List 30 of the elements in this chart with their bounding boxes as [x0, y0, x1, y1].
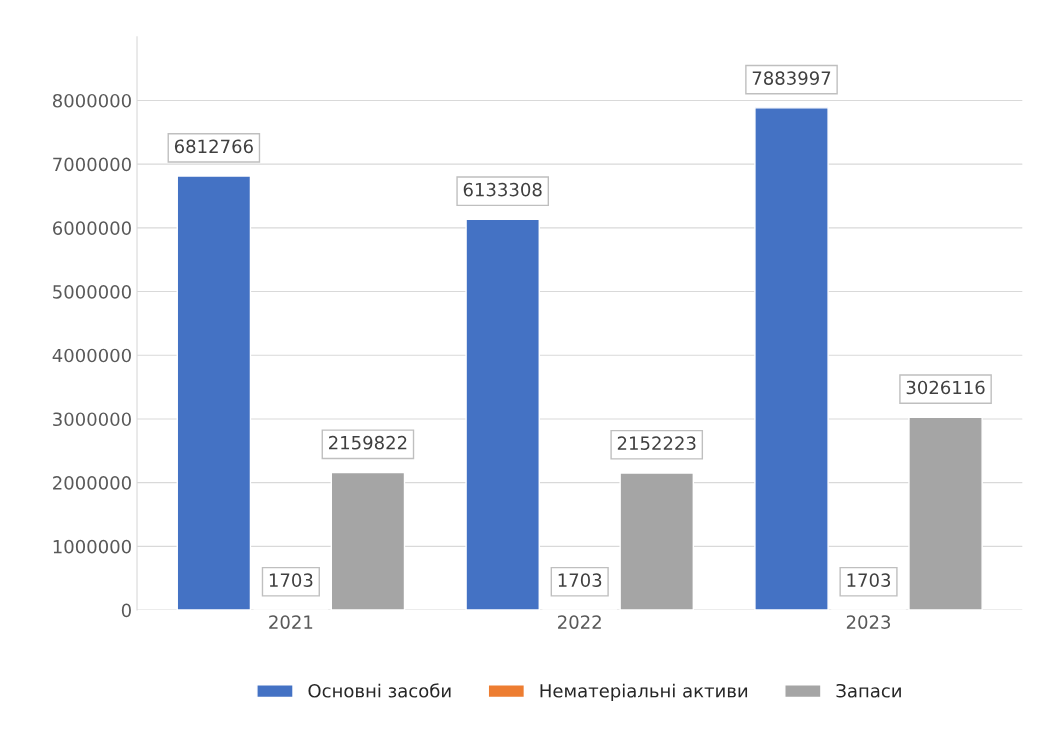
legend-label: Запаси: [836, 683, 901, 698]
data-label: 7883997: [752, 71, 831, 85]
legend-label: Основні засоби: [308, 683, 451, 698]
bar: [908, 416, 983, 611]
y-tick-label: 0: [121, 603, 131, 618]
data-label: 1703: [558, 573, 602, 587]
y-tick-label: 6000000: [53, 221, 131, 235]
x-tick-label: 2022: [558, 615, 601, 629]
bar: [619, 472, 695, 611]
data-label: 3026116: [906, 380, 985, 395]
legend-label: Нематеріальні активи: [540, 683, 748, 702]
bar: [330, 471, 406, 611]
data-label: 1703: [847, 573, 891, 587]
bar: [176, 175, 252, 611]
x-tick-label: 2021: [269, 615, 313, 629]
y-tick-label: 8000000: [52, 93, 131, 108]
y-tick-label: 1000000: [53, 539, 131, 554]
y-tick-label: 3000000: [53, 412, 131, 427]
y-tick-label: 5000000: [53, 285, 131, 299]
data-label: 2152223: [617, 436, 696, 451]
y-tick-label: 2000000: [53, 476, 131, 490]
bar: [754, 107, 829, 611]
data-label: 6133308: [463, 182, 542, 197]
data-label: 1703: [269, 573, 313, 587]
y-tick-label: 7000000: [53, 157, 131, 172]
data-label: 6812766: [174, 139, 253, 154]
data-label: 2159822: [329, 435, 407, 450]
x-tick-label: 2023: [846, 615, 891, 629]
bar: [465, 218, 540, 611]
y-tick-label: 4000000: [52, 348, 131, 363]
